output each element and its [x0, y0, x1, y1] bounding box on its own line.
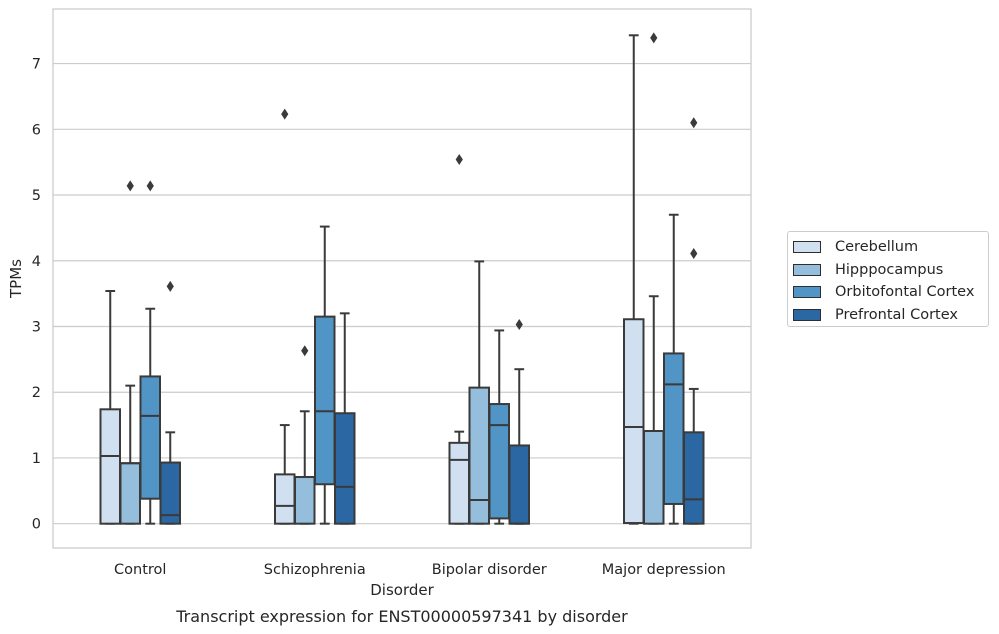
box-body: [159, 461, 181, 525]
outlier-marker: [281, 108, 289, 120]
box-body: [623, 318, 645, 525]
outlier-marker: [690, 117, 698, 129]
box-3-1: [334, 312, 356, 525]
y-tick-label-7: 7: [32, 57, 41, 73]
box-body: [334, 412, 356, 525]
y-tick-label-0: 0: [32, 517, 41, 533]
legend-swatch: [793, 309, 821, 322]
box-3-0: [159, 280, 181, 525]
y-tick-label-3: 3: [32, 319, 41, 335]
series-0: [99, 34, 645, 525]
box-body: [683, 431, 705, 525]
x-tick-label-3: Major depression: [602, 562, 726, 578]
box-body: [314, 315, 336, 486]
outlier-marker: [146, 180, 154, 192]
legend-label: Orbitofontal Cortex: [835, 284, 975, 301]
plot-frame: [52, 8, 752, 549]
legend-item-0: Cerebellum: [793, 236, 988, 259]
box-body: [119, 462, 141, 525]
box-body: [294, 476, 316, 525]
box-body: [643, 429, 665, 525]
box-body: [99, 408, 121, 525]
legend-item-2: Orbitofontal Cortex: [793, 281, 988, 304]
box-1-0: [119, 180, 141, 525]
legend-item-1: Hipppocampus: [793, 259, 988, 282]
box-body: [488, 403, 510, 520]
y-axis-label: TPMs: [7, 259, 25, 299]
box-2-1: [314, 225, 336, 525]
series-3: [159, 117, 705, 525]
box-3-2: [508, 319, 530, 525]
outlier-marker: [515, 319, 523, 331]
series-2: [139, 180, 685, 525]
legend-label: Hipppocampus: [835, 261, 944, 278]
y-tick-label-4: 4: [32, 254, 41, 270]
x-axis-label: Disorder: [370, 581, 434, 599]
x-tick-label-1: Schizophrenia: [264, 562, 366, 578]
chart-title: Transcript expression for ENST0000059734…: [175, 607, 628, 626]
legend: Cerebellum Hipppocampus Orbitofontal Corte…: [787, 231, 989, 327]
box-plots: [99, 32, 705, 525]
box-3-3: [683, 117, 705, 525]
box-2-3: [663, 213, 685, 525]
legend-swatch: [793, 263, 821, 276]
y-tick-label-1: 1: [32, 451, 41, 467]
box-body: [508, 444, 530, 525]
y-tick-labels: 0 1 2 3 4 5 6 7: [32, 57, 41, 533]
outlier-marker: [455, 154, 463, 166]
outlier-marker: [126, 180, 134, 192]
y-tick-label-2: 2: [32, 385, 41, 401]
box-0-3: [623, 34, 645, 525]
box-2-0: [139, 180, 161, 525]
box-body: [274, 473, 296, 525]
box-body: [448, 441, 470, 525]
outlier-marker: [690, 248, 698, 260]
legend-swatch: [793, 286, 821, 299]
x-tick-label-0: Control: [114, 562, 166, 578]
x-tick-labels: Control Schizophrenia Bipolar disorder Majo…: [114, 562, 726, 578]
box-body: [139, 375, 161, 500]
legend-item-3: Prefrontal Cortex: [793, 304, 988, 327]
legend-label: Cerebellum: [835, 239, 919, 256]
box-0-0: [99, 289, 121, 525]
outlier-marker: [650, 32, 658, 44]
box-1-3: [643, 32, 665, 525]
y-tick-label-5: 5: [32, 188, 41, 204]
legend-label: Prefrontal Cortex: [835, 307, 958, 324]
box-body: [468, 386, 490, 525]
legend-swatch: [793, 241, 821, 254]
box-1-1: [294, 345, 316, 525]
y-tick-label-6: 6: [32, 122, 41, 138]
x-tick-label-2: Bipolar disorder: [432, 562, 547, 578]
box-body: [663, 352, 685, 505]
outlier-marker: [166, 280, 174, 292]
outlier-marker: [301, 345, 309, 357]
